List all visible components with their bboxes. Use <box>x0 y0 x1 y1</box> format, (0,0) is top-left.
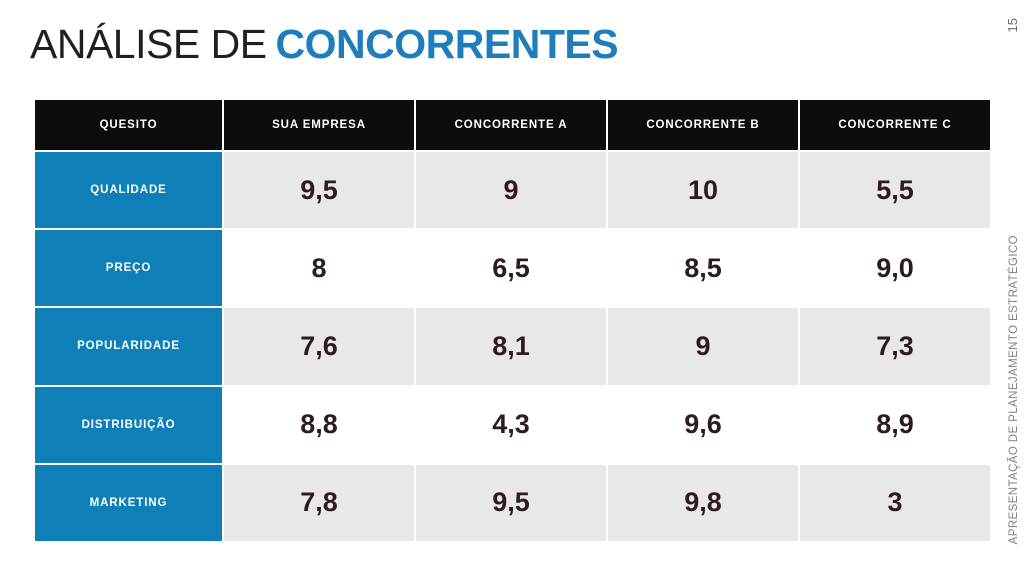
cell-marketing-concorrente-c: 3 <box>800 464 990 541</box>
row-header-qualidade: QUALIDADE <box>35 152 222 229</box>
cell-popularidade-concorrente-a: 8,1 <box>416 308 606 385</box>
column-header-concorrente-a: CONCORRENTE A <box>416 100 606 150</box>
cell-qualidade-concorrente-a: 9 <box>416 152 606 229</box>
cell-marketing-concorrente-b: 9,8 <box>608 464 798 541</box>
column-header-sua-empresa: SUA EMPRESA <box>224 100 414 150</box>
cell-popularidade-sua-empresa: 7,6 <box>224 308 414 385</box>
cell-preco-concorrente-b: 8,5 <box>608 230 798 307</box>
cell-qualidade-sua-empresa: 9,5 <box>224 152 414 229</box>
competitor-analysis-table: QUESITO SUA EMPRESA CONCORRENTE A CONCOR… <box>35 100 990 541</box>
cell-popularidade-concorrente-c: 7,3 <box>800 308 990 385</box>
page-number: 15 <box>1005 18 1020 33</box>
cell-popularidade-concorrente-b: 9 <box>608 308 798 385</box>
cell-qualidade-concorrente-b: 10 <box>608 152 798 229</box>
cell-preco-concorrente-a: 6,5 <box>416 230 606 307</box>
cell-preco-concorrente-c: 9,0 <box>800 230 990 307</box>
title-bold-part: CONCORRENTES <box>275 21 619 67</box>
row-header-preco: PREÇO <box>35 230 222 307</box>
side-caption: APRESENTAÇÃO DE PLANEJAMENTO ESTRATÉGICO <box>1008 234 1020 544</box>
column-header-quesito: QUESITO <box>35 100 222 150</box>
row-header-distribuicao: DISTRIBUIÇÃO <box>35 386 222 463</box>
cell-distribuicao-concorrente-a: 4,3 <box>416 386 606 463</box>
cell-distribuicao-sua-empresa: 8,8 <box>224 386 414 463</box>
column-header-concorrente-c: CONCORRENTE C <box>800 100 990 150</box>
column-header-concorrente-b: CONCORRENTE B <box>608 100 798 150</box>
cell-qualidade-concorrente-c: 5,5 <box>800 152 990 229</box>
cell-distribuicao-concorrente-c: 8,9 <box>800 386 990 463</box>
cell-marketing-concorrente-a: 9,5 <box>416 464 606 541</box>
row-header-marketing: MARKETING <box>35 464 222 541</box>
row-header-popularidade: POPULARIDADE <box>35 308 222 385</box>
cell-distribuicao-concorrente-b: 9,6 <box>608 386 798 463</box>
cell-marketing-sua-empresa: 7,8 <box>224 464 414 541</box>
cell-preco-sua-empresa: 8 <box>224 230 414 307</box>
page-title: ANÁLISE DE CONCORRENTES <box>30 21 619 67</box>
title-regular-part: ANÁLISE DE <box>30 21 267 67</box>
